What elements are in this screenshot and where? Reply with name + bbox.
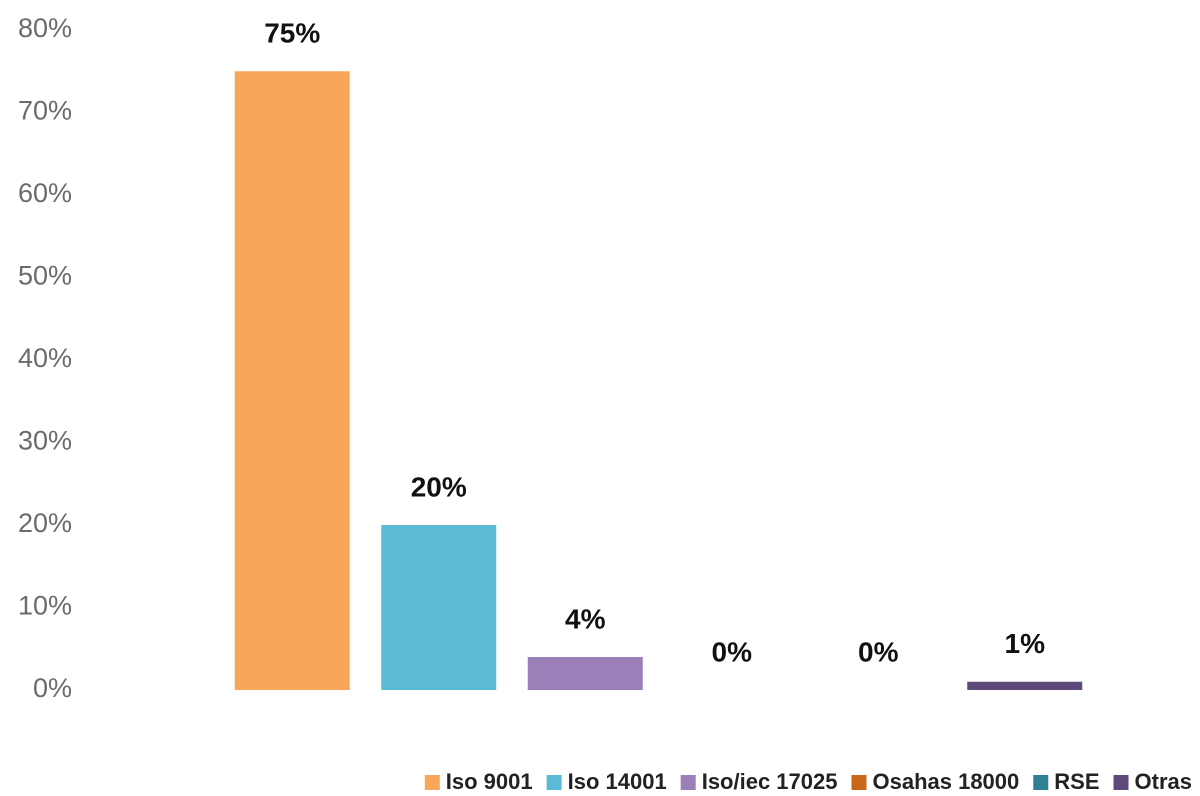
legend-label: Iso 9001 xyxy=(446,769,533,794)
bar xyxy=(527,657,643,690)
legend-swatch xyxy=(680,775,696,790)
value-label: 75% xyxy=(264,18,320,49)
legend-label: Otras xyxy=(1135,769,1192,794)
legend-swatch xyxy=(546,775,562,790)
legend-swatch xyxy=(851,775,867,790)
legend-label: Iso 14001 xyxy=(568,769,667,794)
value-label: 0% xyxy=(858,636,899,667)
value-label: 20% xyxy=(411,471,467,502)
y-tick-label: 80% xyxy=(18,13,72,43)
value-label: 4% xyxy=(565,603,606,634)
y-tick-label: 10% xyxy=(18,591,72,621)
bar xyxy=(967,681,1083,690)
legend-swatch xyxy=(424,775,440,790)
legend-label: Osahas 18000 xyxy=(872,769,1019,794)
y-tick-label: 30% xyxy=(18,426,72,456)
legend-swatch xyxy=(1113,775,1129,790)
legend-label: Iso/iec 17025 xyxy=(702,769,838,794)
value-label: 0% xyxy=(712,636,753,667)
y-tick-label: 50% xyxy=(18,261,72,291)
bar xyxy=(381,525,497,690)
legend-label: RSE xyxy=(1054,769,1099,794)
y-tick-label: 70% xyxy=(18,96,72,126)
y-tick-label: 20% xyxy=(18,508,72,538)
y-tick-label: 0% xyxy=(33,673,72,703)
legend-swatch xyxy=(1033,775,1049,790)
bar xyxy=(234,71,350,690)
value-label: 1% xyxy=(1005,628,1046,659)
y-tick-label: 60% xyxy=(18,178,72,208)
y-tick-label: 40% xyxy=(18,343,72,373)
